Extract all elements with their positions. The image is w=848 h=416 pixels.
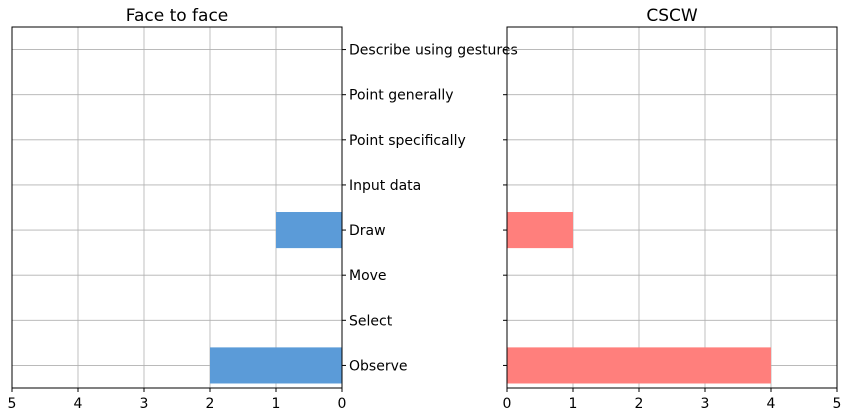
right-chart-cscw: CSCW 0 1 2 3 4 5 <box>503 6 842 412</box>
left-x-tick-label: 2 <box>206 396 215 412</box>
right-x-tick-label: 0 <box>503 396 512 412</box>
category-label-select: Select <box>349 313 393 329</box>
left-bar-observe <box>210 347 342 384</box>
left-x-ticks: 5 4 3 2 1 0 <box>8 388 347 412</box>
right-y-tick-marks <box>503 49 507 366</box>
left-x-tick-label: 4 <box>74 396 83 412</box>
left-plot-frame <box>11 26 343 389</box>
right-bar-draw <box>507 212 573 249</box>
left-x-tick-label: 1 <box>272 396 281 412</box>
right-x-ticks: 0 1 2 3 4 5 <box>503 388 842 412</box>
left-chart-face-to-face: Face to face 5 4 3 2 1 0 Observe Select Move Dra… <box>8 6 518 412</box>
right-chart-title: CSCW <box>646 6 698 26</box>
category-label-draw: Draw <box>349 223 386 239</box>
category-label-point-generally: Point generally <box>349 88 454 104</box>
right-gridlines <box>506 27 838 388</box>
left-x-tick-label: 5 <box>8 396 17 412</box>
left-chart-title: Face to face <box>126 6 229 26</box>
category-label-input-data: Input data <box>349 178 421 194</box>
category-label-move: Move <box>349 268 387 284</box>
left-x-tick-label: 0 <box>338 396 347 412</box>
right-plot-frame <box>506 26 838 389</box>
right-x-tick-label: 5 <box>833 396 842 412</box>
right-x-tick-label: 1 <box>569 396 578 412</box>
right-x-tick-label: 2 <box>635 396 644 412</box>
right-x-tick-label: 4 <box>767 396 776 412</box>
category-label-observe: Observe <box>349 358 407 374</box>
left-x-tick-label: 3 <box>140 396 149 412</box>
right-bars <box>507 212 771 384</box>
right-bar-observe <box>507 347 771 384</box>
left-bars <box>210 212 342 384</box>
category-label-point-specifically: Point specifically <box>349 133 466 149</box>
category-label-describe-using-gestures: Describe using gestures <box>349 43 518 59</box>
left-bar-draw <box>276 212 342 249</box>
category-labels: Observe Select Move Draw Input data Point spe… <box>342 43 518 374</box>
right-x-tick-label: 3 <box>701 396 710 412</box>
